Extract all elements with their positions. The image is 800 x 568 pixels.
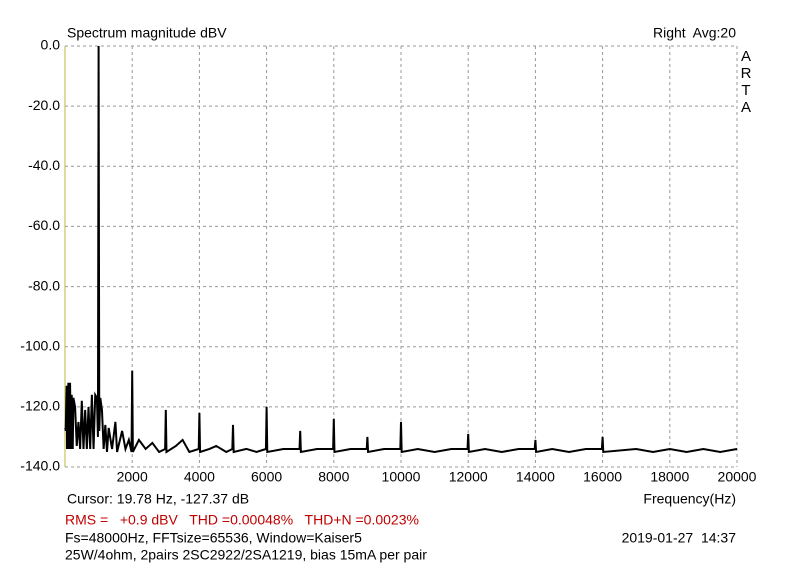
y-tick-label: -100.0 xyxy=(20,337,60,353)
y-tick-label: -140.0 xyxy=(20,458,60,474)
y-tick-label: -120.0 xyxy=(20,398,60,414)
spectrum-line xyxy=(64,45,738,454)
x-axis-label: Frequency(Hz) xyxy=(643,491,736,507)
channel-info: Right Avg:20 xyxy=(653,25,736,41)
chart-title: Spectrum magnitude dBV xyxy=(67,25,227,41)
cursor-readout: Cursor: 19.78 Hz, -127.37 dB xyxy=(67,491,249,507)
x-tick-label: 6000 xyxy=(251,469,282,485)
x-tick-label: 18000 xyxy=(650,469,689,485)
y-tick-label: -20.0 xyxy=(28,97,60,113)
logo: ARTA xyxy=(738,48,755,116)
x-tick-label: 16000 xyxy=(583,469,622,485)
y-tick-label: 0.0 xyxy=(41,37,61,53)
x-tick-label: 14000 xyxy=(516,469,555,485)
x-tick-label: 4000 xyxy=(184,469,215,485)
y-tick-label: -80.0 xyxy=(28,277,60,293)
y-tick-label: -60.0 xyxy=(28,217,60,233)
timestamp: 2019-01-27 14:37 xyxy=(622,530,737,546)
x-tick-label: 12000 xyxy=(449,469,488,485)
description: 25W/4ohm, 2pairs 2SC2922/2SA1219, bias 1… xyxy=(65,547,427,563)
x-tick-label: 2000 xyxy=(117,469,148,485)
x-tick-label: 20000 xyxy=(718,469,757,485)
x-tick-label: 8000 xyxy=(318,469,349,485)
y-tick-label: -40.0 xyxy=(28,157,60,173)
settings: Fs=48000Hz, FFTsize=65536, Window=Kaiser… xyxy=(65,530,362,546)
measurements: RMS = +0.9 dBV THD =0.00048% THD+N =0.00… xyxy=(65,512,419,528)
x-tick-label: 10000 xyxy=(382,469,421,485)
